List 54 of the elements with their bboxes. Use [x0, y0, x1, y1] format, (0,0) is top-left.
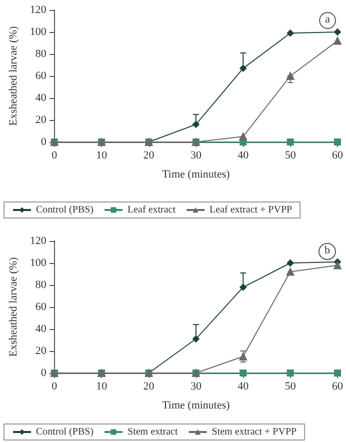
point [286, 260, 294, 266]
annotation: a [325, 14, 330, 26]
legend-label: Stem extract + PVPP [212, 426, 298, 438]
point [334, 28, 341, 36]
point [334, 261, 342, 270]
y-tick-label: 100 [30, 26, 47, 38]
x-tick-label: 50 [284, 380, 296, 392]
x-tick-label: 10 [96, 150, 108, 162]
x-tick-label: 60 [332, 380, 344, 392]
y-tick-label: 60 [35, 70, 47, 82]
x-tick-label: 30 [190, 380, 202, 392]
y-tick-label: 120 [30, 235, 47, 247]
y-tick-label: 80 [35, 48, 47, 60]
point [286, 370, 294, 376]
legend-label: Control (PBS) [36, 204, 94, 216]
annotation: b [324, 244, 330, 256]
x-tick-label: 0 [52, 380, 58, 392]
x-tick-label: 20 [143, 380, 155, 392]
point [334, 36, 342, 45]
legend-label: Stem extract [128, 426, 178, 438]
y-tick-label: 20 [35, 345, 47, 357]
y-tick-label: 0 [40, 367, 47, 379]
x-tick-label: 10 [96, 380, 108, 392]
legend-label: Leaf extract [128, 204, 176, 216]
y-axis-title: Exsheathed larvae (%) [8, 26, 20, 126]
point [192, 335, 200, 342]
y-tick-label: 40 [35, 323, 47, 335]
x-tick-label: 0 [52, 150, 58, 162]
x-tick-label: 60 [332, 150, 344, 162]
y-tick-label: 100 [30, 257, 47, 269]
point [286, 268, 294, 276]
x-axis-title: Time (minutes) [162, 168, 230, 180]
point [240, 370, 247, 376]
x-tick-label: 40 [238, 150, 250, 162]
point [192, 120, 200, 128]
x-tick-label: 40 [238, 380, 250, 392]
x-tick-label: 30 [190, 150, 202, 162]
y-tick-label: 60 [35, 301, 47, 313]
y-tick-label: 120 [30, 4, 47, 16]
point [239, 352, 248, 360]
y-tick-label: 20 [35, 114, 47, 126]
y-tick-label: 0 [40, 136, 47, 148]
point [239, 132, 248, 140]
legend-label: Control (PBS) [36, 426, 94, 438]
x-axis-title: Time (minutes) [162, 400, 230, 412]
x-tick-label: 20 [143, 150, 155, 162]
point [286, 30, 294, 37]
y-tick-label: 40 [35, 92, 47, 104]
y-axis-title: Exsheathed larvae (%) [8, 256, 20, 357]
point [286, 138, 294, 146]
x-tick-label: 50 [284, 150, 296, 162]
legend-label: Leaf extract + PVPP [210, 204, 293, 216]
y-tick-label: 80 [35, 279, 47, 291]
point [286, 72, 294, 80]
